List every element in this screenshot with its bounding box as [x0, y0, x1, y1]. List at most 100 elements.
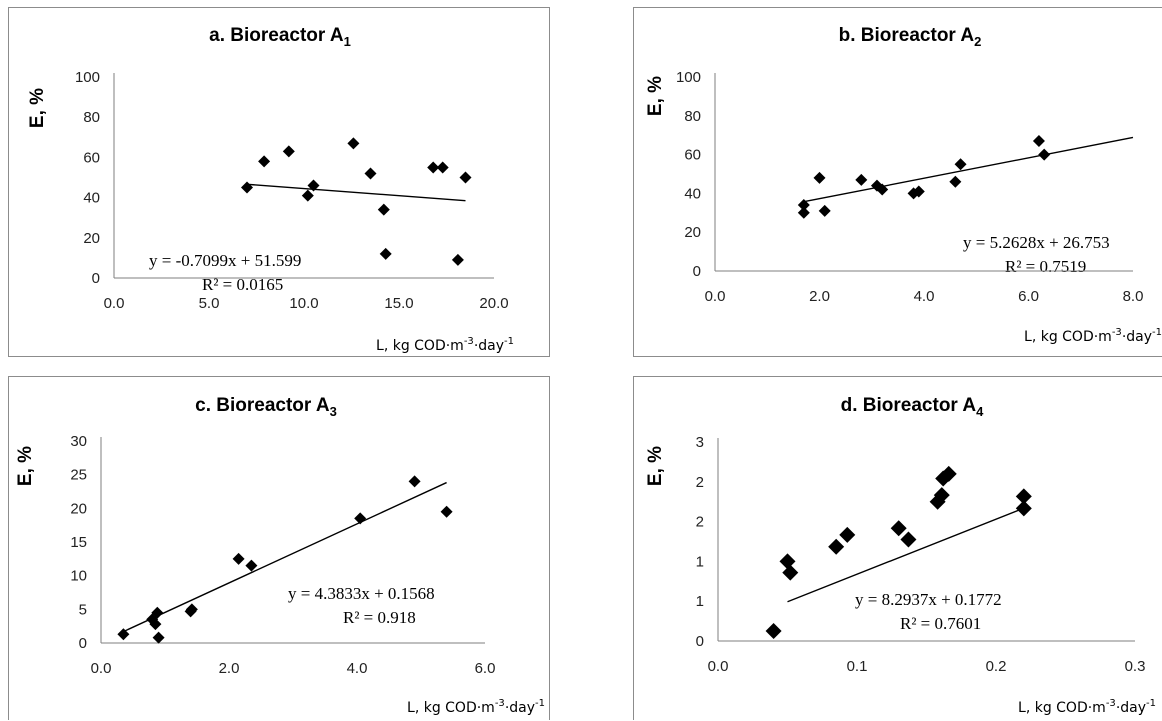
data-point: [1015, 500, 1032, 517]
trendline-equation: y = 4.3833x + 0.1568: [288, 584, 435, 603]
chart-panel-a: a. Bioreactor A1 E, % L, kg COD·m-3·day-…: [8, 7, 550, 357]
x-tick-label: 0.0: [104, 295, 125, 312]
y-tick-label: 20: [70, 500, 87, 517]
y-tick-label: 1: [696, 553, 704, 570]
data-point: [828, 538, 845, 555]
y-tick-label: 15: [70, 534, 87, 551]
chart-svg-b: b. Bioreactor A2 E, % L, kg COD·m-3·day-…: [645, 25, 1162, 345]
data-point: [347, 137, 360, 150]
y-axis-label: E, %: [15, 446, 36, 486]
y-tick-label: 20: [83, 230, 100, 247]
y-tick-label: 40: [83, 190, 100, 207]
y-tick-label: 30: [70, 433, 87, 450]
data-point: [782, 564, 799, 581]
x-tick-label: 5.0: [199, 295, 220, 312]
data-point: [232, 552, 245, 565]
data-point: [364, 167, 377, 180]
y-tick-label: 0: [693, 263, 701, 280]
data-point: [876, 183, 889, 196]
x-tick-label: 15.0: [384, 295, 413, 312]
trendline: [123, 481, 447, 633]
x-tick-label: 2.0: [219, 660, 240, 677]
data-point: [354, 512, 367, 525]
data-point: [152, 631, 165, 644]
data-point: [307, 179, 320, 192]
data-point: [459, 171, 472, 184]
data-point: [818, 204, 831, 217]
data-point: [1038, 148, 1051, 161]
data-point: [427, 161, 440, 174]
y-axis-label: E, %: [645, 76, 666, 116]
data-point: [949, 175, 962, 188]
chart-title: c. Bioreactor A3: [195, 395, 337, 419]
chart-title: b. Bioreactor A2: [839, 25, 982, 49]
chart-panel-d: d. Bioreactor A4 E, % L, kg COD·m-3·day-…: [633, 376, 1162, 720]
trendline-equation: y = -0.7099x + 51.599: [149, 251, 301, 270]
y-tick-label: 80: [684, 108, 701, 125]
r-squared-label: R² = 0.0165: [202, 275, 283, 294]
chart-panel-c: c. Bioreactor A3 E, % L, kg COD·m-3·day-…: [8, 376, 550, 720]
data-point: [1015, 488, 1032, 505]
y-tick-label: 60: [83, 149, 100, 166]
chart-panel-b: b. Bioreactor A2 E, % L, kg COD·m-3·day-…: [633, 7, 1162, 357]
y-tick-label: 0: [696, 633, 704, 650]
y-tick-label: 25: [70, 467, 87, 484]
x-tick-label: 20.0: [479, 295, 508, 312]
r-squared-label: R² = 0.7601: [900, 614, 981, 633]
data-point: [839, 526, 856, 543]
data-point: [933, 487, 950, 504]
data-point: [379, 247, 392, 260]
x-tick-label: 8.0: [1123, 288, 1144, 305]
data-point: [408, 475, 421, 488]
data-point: [117, 628, 130, 641]
x-tick-label: 4.0: [914, 288, 935, 305]
x-tick-label: 0.0: [705, 288, 726, 305]
x-axis-label: L, kg COD·m-3·day-1: [1024, 327, 1162, 345]
x-tick-label: 0.0: [708, 658, 729, 675]
data-point: [1032, 135, 1045, 148]
data-point: [813, 171, 826, 184]
r-squared-label: R² = 0.918: [343, 608, 416, 627]
y-tick-label: 3: [696, 434, 704, 451]
data-point: [451, 253, 464, 266]
x-tick-label: 0.0: [91, 660, 112, 677]
x-tick-label: 2.0: [809, 288, 830, 305]
data-point: [440, 505, 453, 518]
data-point: [258, 155, 271, 168]
data-point: [241, 181, 253, 194]
x-tick-label: 0.3: [1125, 658, 1146, 675]
x-tick-label: 4.0: [347, 660, 368, 677]
y-tick-label: 2: [696, 514, 704, 531]
chart-svg-a: a. Bioreactor A1 E, % L, kg COD·m-3·day-…: [27, 25, 514, 354]
data-point: [149, 618, 162, 631]
x-tick-label: 0.1: [847, 658, 868, 675]
x-tick-label: 10.0: [289, 295, 318, 312]
y-tick-label: 40: [684, 185, 701, 202]
x-tick-label: 0.2: [986, 658, 1007, 675]
trendline: [803, 136, 1134, 203]
chart-title: a. Bioreactor A1: [209, 25, 351, 49]
axes: 0 5 10 15 20 25 30 0.0 2.0 4.0 6.0: [70, 433, 495, 677]
data-point: [185, 603, 198, 616]
chart-svg-d: d. Bioreactor A4 E, % L, kg COD·m-3·day-…: [645, 395, 1156, 716]
trendline-equation: y = 8.2937x + 0.1772: [855, 590, 1002, 609]
y-tick-label: 1: [696, 593, 704, 610]
x-tick-label: 6.0: [475, 660, 496, 677]
chart-title: d. Bioreactor A4: [841, 395, 985, 419]
trendline-equation: y = 5.2628x + 26.753: [963, 233, 1110, 252]
data-point: [151, 606, 164, 619]
data-point: [940, 465, 957, 482]
y-tick-label: 0: [79, 635, 87, 652]
data-point: [890, 520, 907, 537]
x-axis-label: L, kg COD·m-3·day-1: [376, 336, 514, 354]
y-tick-label: 10: [70, 568, 87, 585]
y-tick-label: 20: [684, 224, 701, 241]
axes: 0 1 1 2 2 3 0.0 0.1 0.2 0.3: [696, 434, 1146, 675]
x-axis-label: L, kg COD·m-3·day-1: [1018, 698, 1156, 716]
x-axis-label: L, kg COD·m-3·day-1: [407, 698, 545, 716]
data-point: [912, 185, 925, 198]
y-tick-label: 5: [79, 601, 87, 618]
y-axis-label: E, %: [645, 446, 666, 486]
data-point: [779, 553, 796, 570]
data-point: [301, 189, 314, 202]
